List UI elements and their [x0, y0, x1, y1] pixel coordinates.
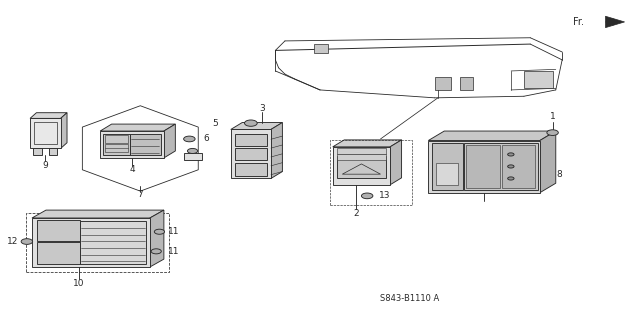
Bar: [330, 140, 412, 205]
Bar: [333, 147, 390, 185]
Bar: [32, 218, 150, 267]
Polygon shape: [150, 210, 164, 267]
Polygon shape: [32, 210, 164, 218]
Polygon shape: [231, 122, 282, 130]
Text: 4: 4: [129, 166, 135, 174]
Bar: [130, 134, 161, 155]
Text: 7: 7: [138, 190, 143, 199]
Circle shape: [508, 165, 514, 168]
Polygon shape: [333, 140, 401, 147]
Text: Fr.: Fr.: [573, 17, 584, 27]
Bar: [464, 143, 538, 190]
Bar: [235, 148, 267, 160]
Bar: [34, 122, 57, 144]
Circle shape: [21, 239, 33, 244]
Bar: [435, 77, 451, 90]
Bar: [467, 145, 500, 188]
Text: 5: 5: [212, 119, 218, 128]
Text: 8: 8: [556, 170, 562, 179]
Circle shape: [547, 130, 558, 136]
Text: 11: 11: [168, 227, 179, 236]
Circle shape: [362, 193, 373, 199]
Bar: [26, 213, 169, 272]
Bar: [105, 144, 128, 152]
Circle shape: [184, 136, 195, 142]
Bar: [231, 130, 271, 178]
Polygon shape: [540, 131, 556, 193]
Text: 12: 12: [6, 237, 18, 246]
Circle shape: [508, 177, 514, 180]
Text: 1: 1: [550, 112, 556, 121]
Bar: [105, 135, 128, 143]
Text: 6: 6: [204, 134, 209, 143]
Text: 9: 9: [42, 161, 48, 170]
Bar: [184, 152, 202, 160]
Polygon shape: [100, 124, 175, 131]
Polygon shape: [61, 113, 67, 148]
Circle shape: [244, 120, 257, 126]
Bar: [49, 148, 58, 155]
Circle shape: [508, 153, 514, 156]
Bar: [80, 221, 147, 264]
Polygon shape: [390, 140, 401, 185]
Polygon shape: [271, 122, 282, 178]
Circle shape: [151, 249, 161, 254]
Bar: [235, 134, 267, 145]
Bar: [428, 141, 540, 193]
Polygon shape: [164, 124, 175, 158]
Bar: [337, 156, 387, 178]
Bar: [100, 131, 164, 158]
Text: 2: 2: [353, 209, 358, 218]
Text: 13: 13: [379, 191, 390, 200]
Bar: [337, 154, 387, 160]
Bar: [337, 148, 387, 154]
Text: 3: 3: [259, 104, 265, 113]
Bar: [30, 118, 61, 148]
Text: 10: 10: [74, 279, 85, 288]
Bar: [502, 145, 536, 188]
Text: S843-B1110 A: S843-B1110 A: [380, 294, 439, 303]
Bar: [37, 242, 79, 264]
Polygon shape: [30, 113, 67, 118]
Bar: [460, 77, 473, 90]
Circle shape: [188, 148, 198, 153]
Bar: [431, 143, 463, 190]
Bar: [436, 163, 458, 185]
Bar: [235, 163, 267, 176]
Circle shape: [154, 229, 164, 234]
Bar: [314, 44, 328, 53]
Bar: [37, 220, 79, 241]
Polygon shape: [605, 16, 625, 28]
Bar: [103, 134, 130, 155]
Polygon shape: [428, 131, 556, 141]
Bar: [33, 148, 42, 155]
Bar: [524, 71, 552, 88]
Text: 11: 11: [168, 247, 179, 256]
